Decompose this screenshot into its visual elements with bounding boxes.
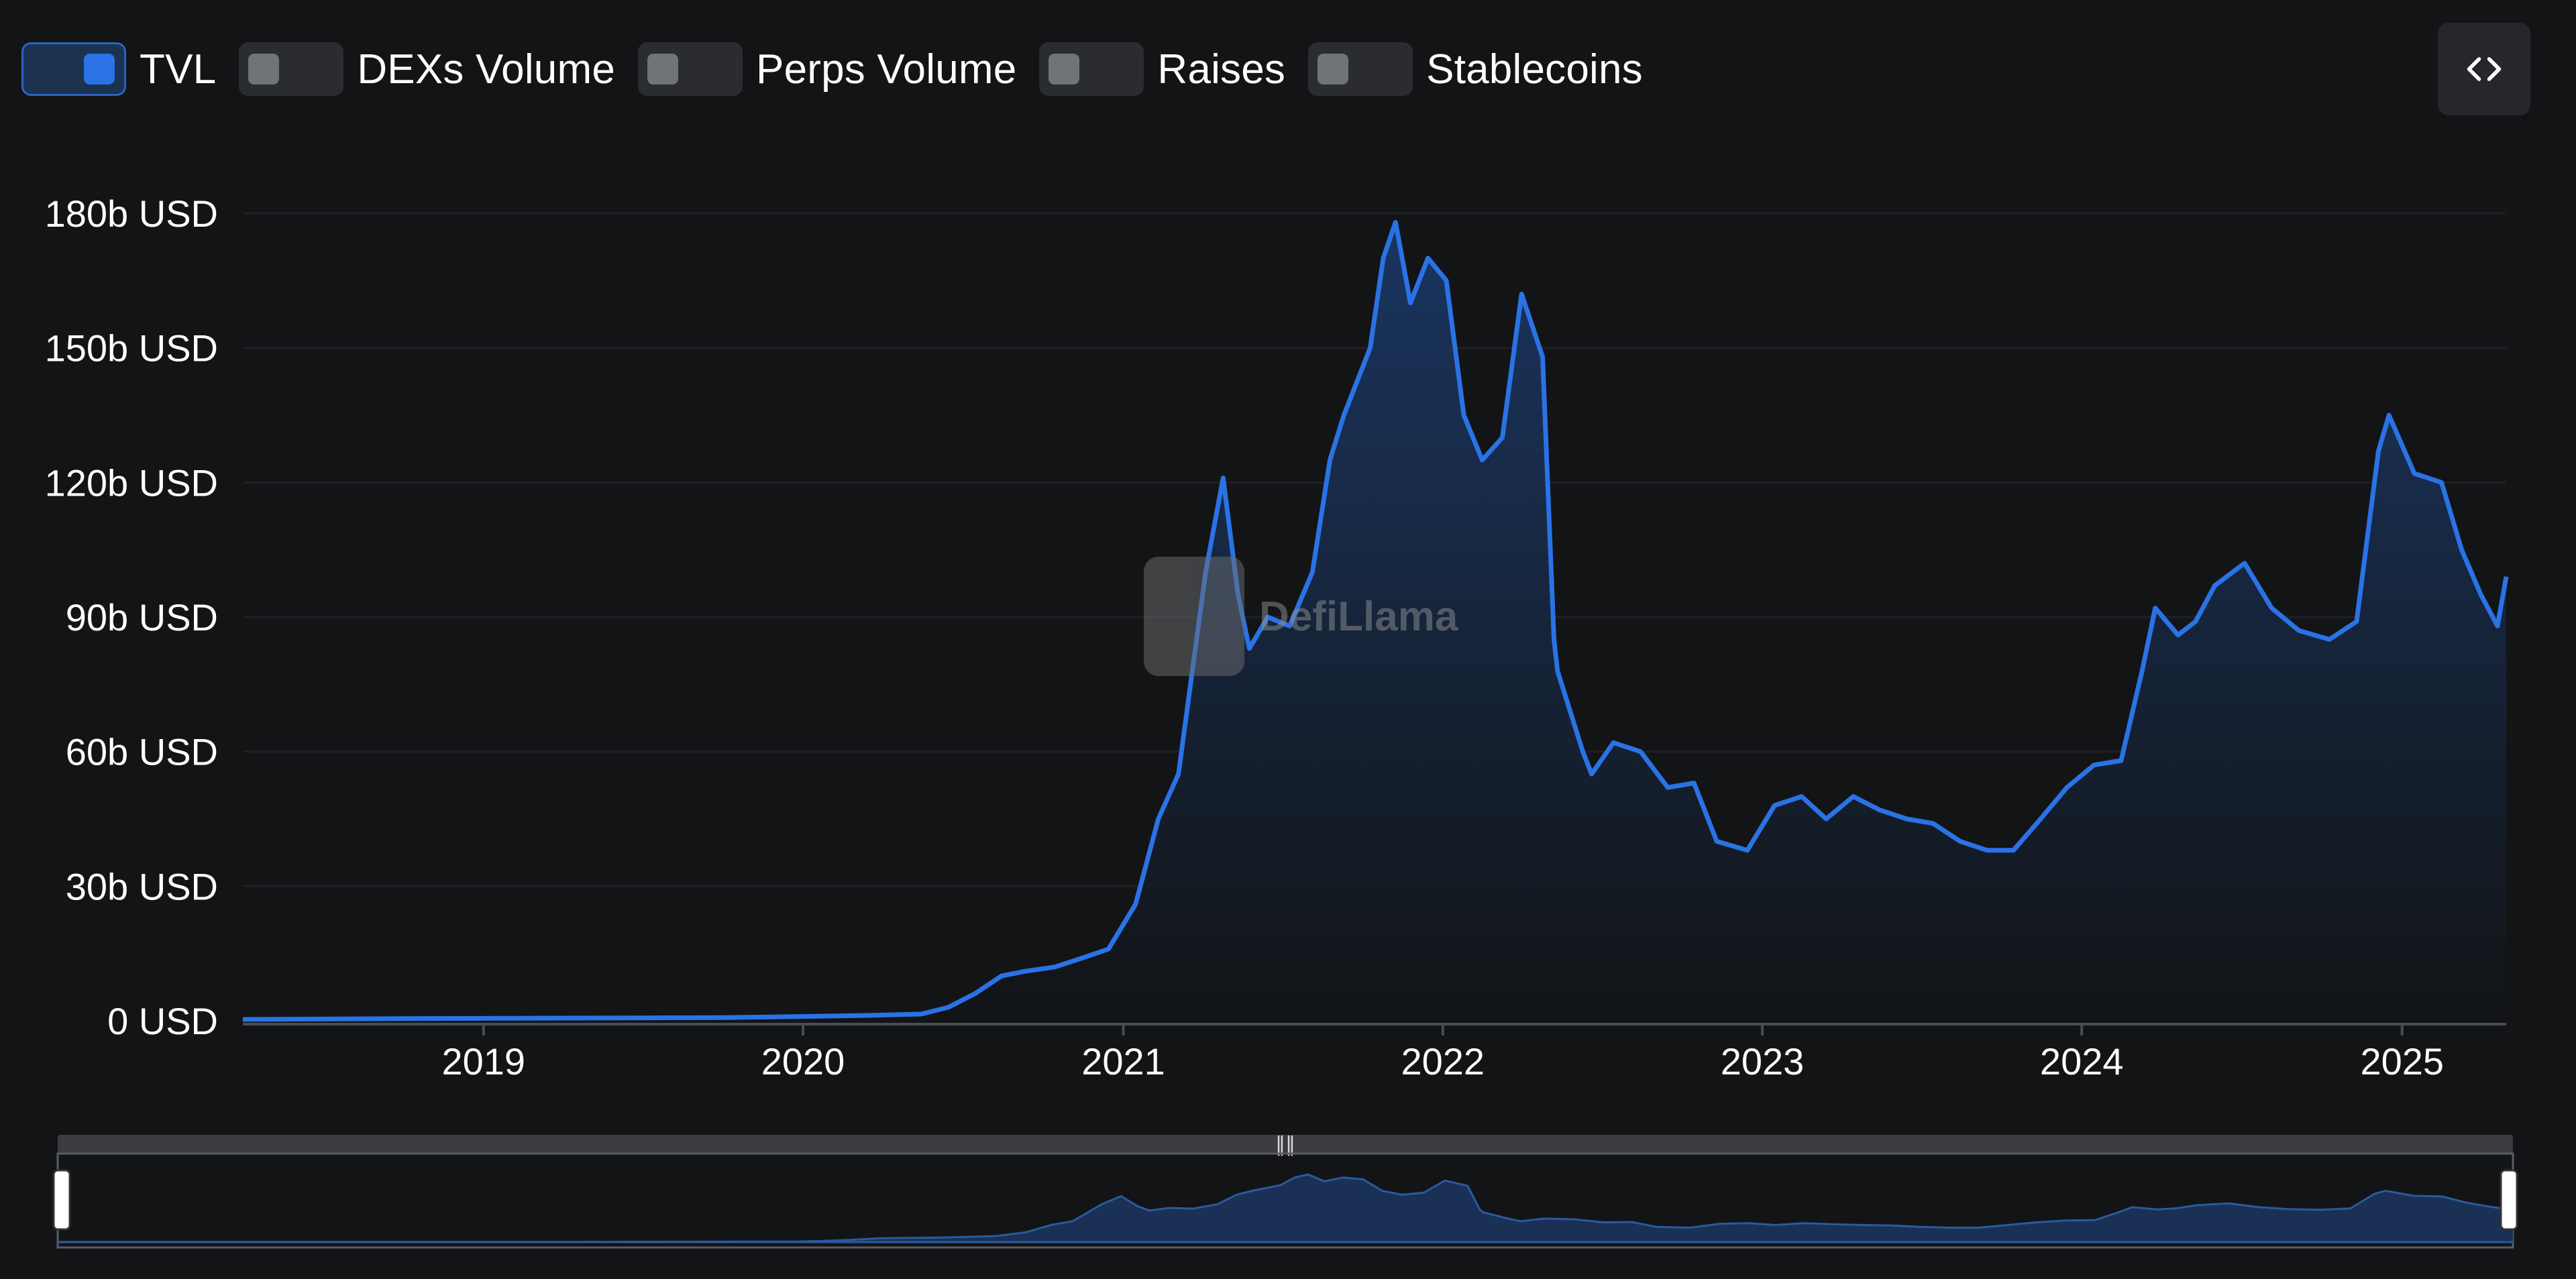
x-tick-label: 2021 bbox=[1081, 1040, 1165, 1082]
metric-toggles: TVL DEXs Volume Perps Volume Raises Stab… bbox=[21, 42, 1666, 97]
switch-knob bbox=[248, 54, 280, 85]
brush-preview-line bbox=[57, 1173, 2514, 1243]
scrollbar-grip-icon[interactable]: ‖‖ bbox=[1275, 1133, 1295, 1156]
x-tick-label: 2024 bbox=[2040, 1040, 2124, 1082]
brush-handle-left[interactable] bbox=[52, 1169, 71, 1231]
switch-knob bbox=[1049, 54, 1080, 85]
x-tick-label: 2019 bbox=[442, 1040, 526, 1082]
toggle-raises[interactable]: Raises bbox=[1039, 42, 1285, 96]
stablecoins-switch[interactable] bbox=[1308, 42, 1413, 96]
toggle-label: Stablecoins bbox=[1426, 46, 1643, 93]
x-axis: 2019 2020 2021 2022 2023 2024 2025 bbox=[243, 1023, 2506, 1082]
x-tick-label: 2023 bbox=[1721, 1040, 1805, 1082]
tvl-line bbox=[242, 219, 2509, 1022]
switch-knob bbox=[647, 54, 679, 85]
switch-knob bbox=[1318, 54, 1349, 85]
x-tick-label: 2022 bbox=[1401, 1040, 1485, 1082]
toggle-label: Perps Volume bbox=[756, 46, 1017, 93]
defillama-watermark: DefiLlama bbox=[1144, 557, 1458, 676]
toggle-perps-volume[interactable]: Perps Volume bbox=[638, 42, 1016, 96]
y-tick-label: 90b USD bbox=[66, 596, 218, 638]
tvl-area bbox=[243, 222, 2506, 1021]
switch-knob bbox=[84, 54, 115, 85]
embed-code-button[interactable] bbox=[2438, 23, 2530, 115]
y-tick-label: 0 USD bbox=[107, 1000, 218, 1042]
toggle-label: Raises bbox=[1157, 46, 1286, 93]
toggle-tvl[interactable]: TVL bbox=[21, 42, 216, 96]
x-tick-label: 2025 bbox=[2360, 1040, 2444, 1082]
y-tick-label: 120b USD bbox=[45, 461, 218, 504]
brush-scrollbar[interactable] bbox=[58, 1135, 2513, 1154]
y-tick-label: 60b USD bbox=[66, 731, 218, 773]
y-tick-label: 150b USD bbox=[45, 327, 218, 370]
chart-series bbox=[242, 219, 2509, 1022]
toggle-stablecoins[interactable]: Stablecoins bbox=[1308, 42, 1643, 96]
y-tick-label: 180b USD bbox=[45, 192, 218, 235]
tvl-switch[interactable] bbox=[21, 42, 126, 96]
x-tick-label: 2020 bbox=[761, 1040, 845, 1082]
brush-preview-area bbox=[58, 1174, 2513, 1242]
raises-switch[interactable] bbox=[1039, 42, 1144, 96]
llama-logo-icon bbox=[1144, 557, 1244, 676]
y-tick-label: 30b USD bbox=[66, 865, 218, 907]
toggle-label: DEXs Volume bbox=[357, 46, 616, 93]
code-brackets-icon bbox=[2467, 57, 2502, 81]
dexs-volume-switch[interactable] bbox=[239, 42, 344, 96]
perps-volume-switch[interactable] bbox=[638, 42, 743, 96]
toggle-label: TVL bbox=[140, 46, 217, 93]
toggle-dexs-volume[interactable]: DEXs Volume bbox=[239, 42, 615, 96]
watermark-text: DefiLlama bbox=[1259, 593, 1458, 640]
range-brush[interactable]: ‖‖ bbox=[52, 1133, 2518, 1249]
y-axis: 0 USD 30b USD 60b USD 90b USD 120b USD 150b U… bbox=[45, 192, 218, 1042]
brush-handle-right[interactable] bbox=[2500, 1169, 2518, 1231]
